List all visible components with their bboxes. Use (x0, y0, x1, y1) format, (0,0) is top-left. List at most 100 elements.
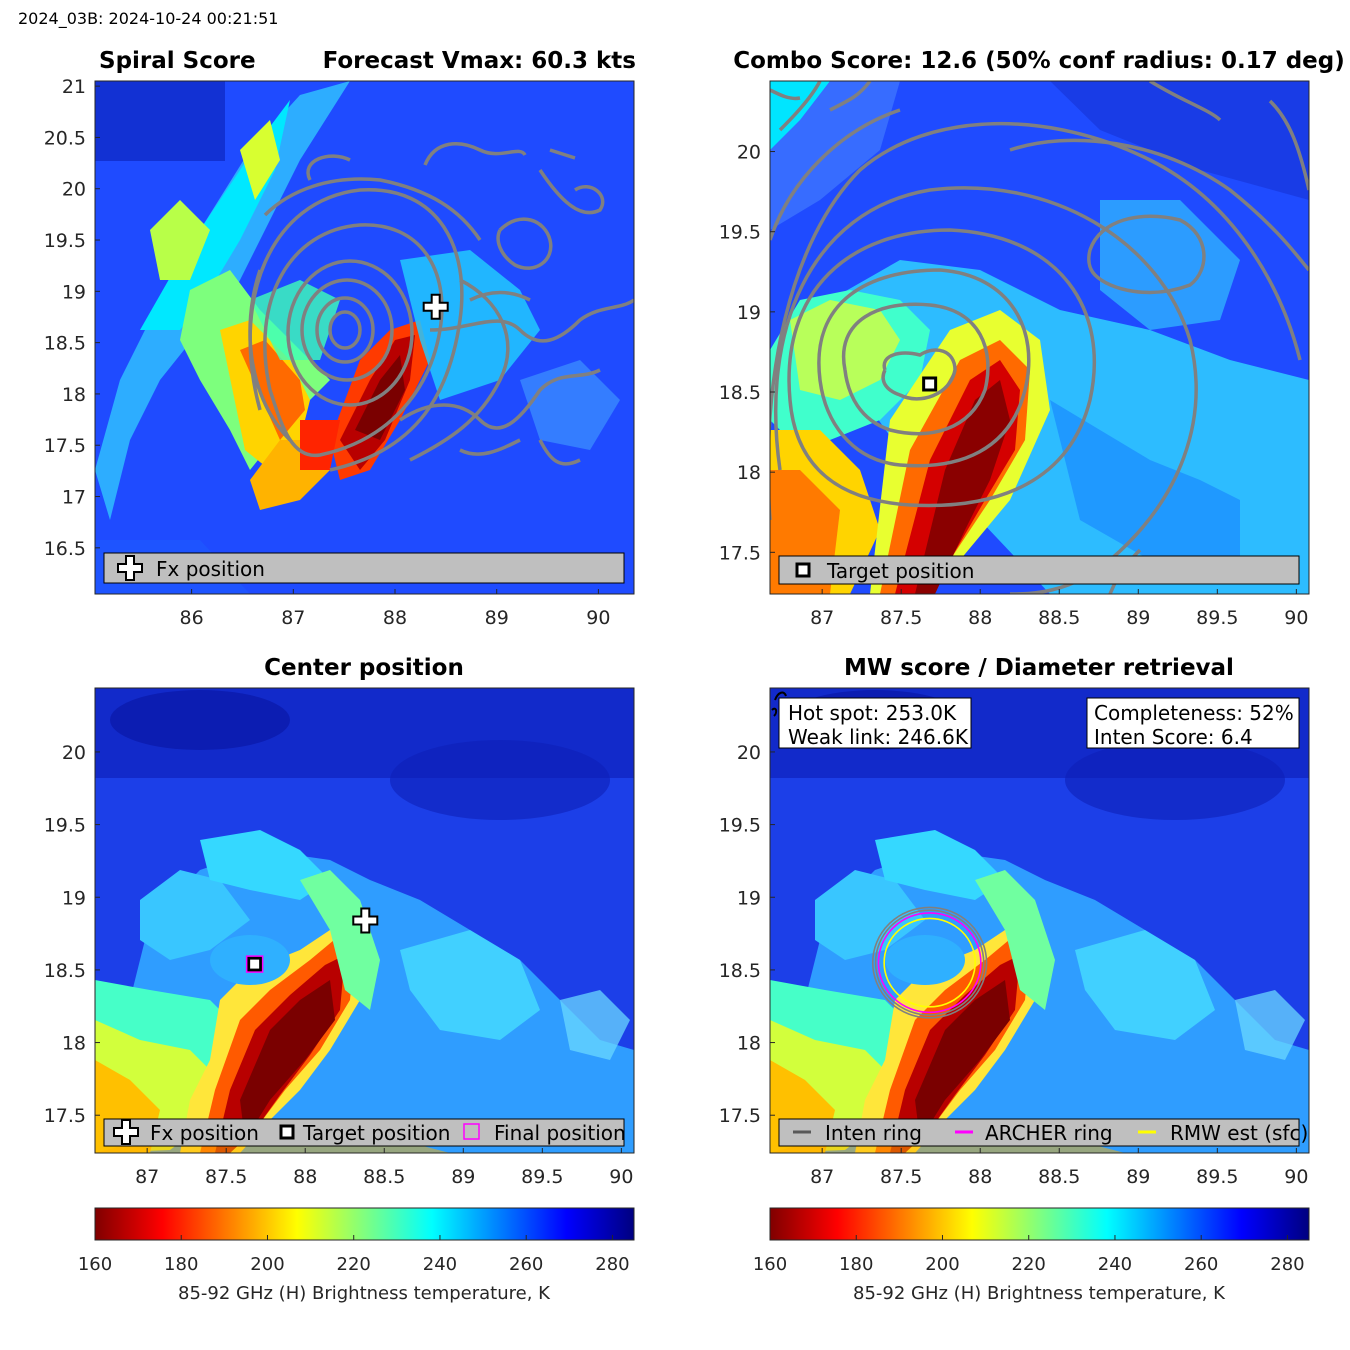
center-ytick-label: 19 (62, 887, 86, 909)
colorbar-right-tick-label: 200 (925, 1254, 959, 1275)
colorbar-left-tick-label: 200 (250, 1254, 284, 1275)
combo-xtick-label: 87 (810, 607, 834, 629)
combo-legend-box (778, 555, 1300, 585)
colorbar-left-bar (94, 1207, 635, 1241)
spiral-ytick-label: 21 (62, 76, 86, 98)
spiral-ytick-label: 16.5 (44, 538, 86, 560)
colorbar-left: 160 180 200 220 240 260 280 85-92 GHz (H) Brig… (78, 1207, 635, 1304)
spiral-axes-box (94, 80, 635, 595)
combo-title: Combo Score: 12.6 (50% conf radius: 0.17… (733, 48, 1345, 74)
mw-completeness: Completeness: 52% (1094, 701, 1294, 725)
mw-archer-ring (877, 912, 982, 1014)
mw-ytick-label: 18 (737, 1033, 761, 1055)
center-xtick-label: 88.5 (363, 1166, 405, 1188)
center-xtick-label: 90 (609, 1166, 633, 1188)
center-fx-position-marker (352, 907, 379, 934)
colorbar-right-tick-label: 240 (1098, 1254, 1132, 1275)
combo-axes-box (769, 80, 1310, 595)
colorbar-right: 160 180 200 220 240 260 280 85-92 GHz (H) Brig… (753, 1207, 1310, 1304)
mw-xtick-label: 87.5 (880, 1166, 922, 1188)
center-legend-final-icon (463, 1123, 480, 1140)
spiral-legend-box (103, 552, 625, 584)
mw-ytick-label: 17.5 (719, 1105, 761, 1127)
colorbar-left-tick-label: 220 (337, 1254, 371, 1275)
spiral-ytick-label: 17.5 (44, 435, 86, 457)
mw-xtick-label: 88.5 (1038, 1166, 1080, 1188)
mw-axes-box (769, 687, 1310, 1154)
combo-panel: Combo Score: 12.6 (50% conf radius: 0.17… (719, 48, 1345, 629)
spiral-contours (248, 142, 634, 472)
colorbar-right-tick-label: 260 (1184, 1254, 1218, 1275)
center-legend-target-icon (279, 1124, 295, 1140)
center-legend-target-label: Target position (302, 1121, 450, 1145)
center-ytick-label: 20 (62, 742, 86, 764)
mw-xtick-label: 89.5 (1196, 1166, 1238, 1188)
colorbar-right-ticks: 160 180 200 220 240 260 280 (753, 1235, 1305, 1275)
mw-xtick-label: 89 (1126, 1166, 1150, 1188)
mw-weak-link: Weak link: 246.6K (788, 725, 969, 749)
mw-legend: Inten ring ARCHER ring RMW est (sfc) (778, 1118, 1308, 1147)
spiral-vmax-title: Forecast Vmax: 60.3 kts (323, 48, 636, 74)
combo-markers (922, 376, 938, 392)
center-xtick-label: 87 (135, 1166, 159, 1188)
spiral-xtick-label: 86 (180, 607, 204, 629)
center-panel: Center position (44, 655, 635, 1188)
combo-ytick-label: 17.5 (719, 542, 761, 564)
spiral-xtick-label: 88 (383, 607, 407, 629)
colorbar-left-tick-label: 240 (423, 1254, 457, 1275)
mw-inten-ring (874, 909, 985, 1016)
center-axes-box (94, 687, 635, 1154)
mw-inten-score: Inten Score: 6.4 (1094, 725, 1253, 749)
spiral-ytick-label: 18.5 (44, 333, 86, 355)
combo-ytick-label: 19 (737, 302, 761, 324)
colorbar-right-bar (769, 1207, 1310, 1241)
mw-title: MW score / Diameter retrieval (844, 655, 1234, 681)
mw-legend-archer-label: ARCHER ring (985, 1121, 1113, 1145)
mw-ytick-label: 19.5 (719, 815, 761, 837)
mw-legend-rmw-label: RMW est (sfc) (1170, 1121, 1308, 1145)
colorbar-left-tick-label: 260 (509, 1254, 543, 1275)
center-legend-final-label: Final position (494, 1121, 626, 1145)
mw-info-right: Completeness: 52% Inten Score: 6.4 (1086, 697, 1300, 749)
spiral-ytick-label: 20.5 (44, 127, 86, 149)
spiral-panel: Spiral Score Forecast Vmax: 60.3 kts (44, 48, 636, 629)
mw-info-left: Hot spot: 253.0K Weak link: 246.6K (778, 697, 972, 749)
combo-legend: Target position (778, 555, 1300, 585)
spiral-xtick-label: 90 (586, 607, 610, 629)
mw-legend-box (778, 1118, 1300, 1147)
mw-hot-spot: Hot spot: 253.0K (788, 701, 957, 725)
spiral-legend: Fx position (103, 552, 625, 584)
mw-xtick-label: 88 (968, 1166, 992, 1188)
mw-yticks: 17.5 18 18.5 19 19.5 20 (719, 742, 775, 1127)
spiral-ytick-label: 18 (62, 384, 86, 406)
mw-plot-area: Hot spot: 253.0K Weak link: 246.6K Compl… (770, 688, 1309, 1153)
mw-ytick-label: 18.5 (719, 960, 761, 982)
mw-panel: MW score / Diameter retrieval (719, 655, 1310, 1188)
combo-target-position-marker (922, 376, 938, 392)
spiral-ytick-label: 19 (62, 281, 86, 303)
spiral-ytick-label: 19.5 (44, 230, 86, 252)
spiral-xtick-label: 87 (281, 607, 305, 629)
center-ytick-label: 18 (62, 1033, 86, 1055)
mw-rings (871, 906, 988, 1019)
center-xtick-label: 89 (451, 1166, 475, 1188)
combo-ytick-label: 20 (737, 142, 761, 164)
combo-plot-area: Target position (770, 81, 1309, 594)
mw-xticks: 87 87.5 88 88.5 89 89.5 90 (810, 1148, 1308, 1188)
spiral-markers (422, 293, 449, 320)
center-legend: Fx position Target position Final positi… (103, 1118, 626, 1147)
mw-info-right-box (1086, 697, 1300, 749)
colorbar-left-label: 85-92 GHz (H) Brightness temperature, K (178, 1283, 551, 1304)
center-target-position-marker (247, 956, 263, 972)
center-legend-fx-label: Fx position (150, 1121, 259, 1145)
center-final-position-marker (245, 955, 264, 973)
combo-ytick-label: 18.5 (719, 382, 761, 404)
center-ytick-label: 19.5 (44, 815, 86, 837)
combo-ytick-label: 18 (737, 462, 761, 484)
combo-xtick-label: 89 (1126, 607, 1150, 629)
colorbar-right-tick-label: 160 (753, 1254, 787, 1275)
center-legend-fx-icon (113, 1119, 139, 1145)
spiral-plot-area: Fx position (95, 81, 634, 594)
spiral-xtick-label: 89 (485, 607, 509, 629)
mw-xtick-label: 90 (1284, 1166, 1308, 1188)
